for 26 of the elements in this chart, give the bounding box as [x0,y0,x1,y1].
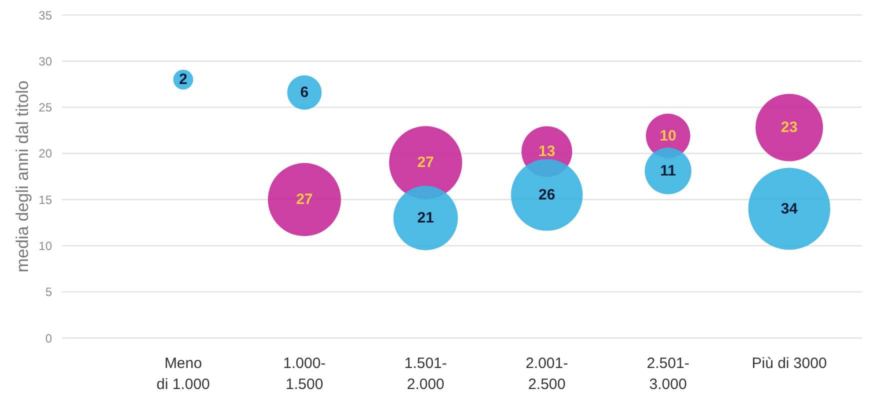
data-label: 6 [300,84,309,102]
y-tick-label: 20 [38,146,52,161]
x-tick-label: 2.001- 2.500 [526,355,568,393]
data-label: 13 [538,143,556,160]
y-tick-label: 15 [38,192,52,207]
data-label: 10 [660,127,676,144]
y-tick-label: 25 [38,100,52,115]
y-tick-label: 35 [38,8,52,22]
x-tick-label: 2.501- 3.000 [646,355,690,393]
y-tick-label: 5 [45,285,52,300]
y-tick-label: 0 [45,331,52,346]
data-label: 23 [780,119,798,136]
data-label: 21 [417,210,434,227]
y-axis-title: media degli anni dal titolo [13,80,32,272]
data-label: 34 [780,200,798,218]
y-tick-label: 10 [38,238,52,253]
x-tick-label: Più di 3000 [752,355,827,372]
data-label: 27 [417,154,434,172]
x-tick-label: Meno di 1.000 [156,355,210,393]
data-label: 27 [296,191,313,208]
x-tick-label: 1.501- 2.000 [404,355,447,393]
data-label: 2 [179,71,188,88]
data-label: 11 [660,162,676,180]
data-label: 26 [538,186,556,204]
y-tick-label: 30 [38,54,52,68]
x-tick-label: 1.000- 1.500 [283,355,326,393]
